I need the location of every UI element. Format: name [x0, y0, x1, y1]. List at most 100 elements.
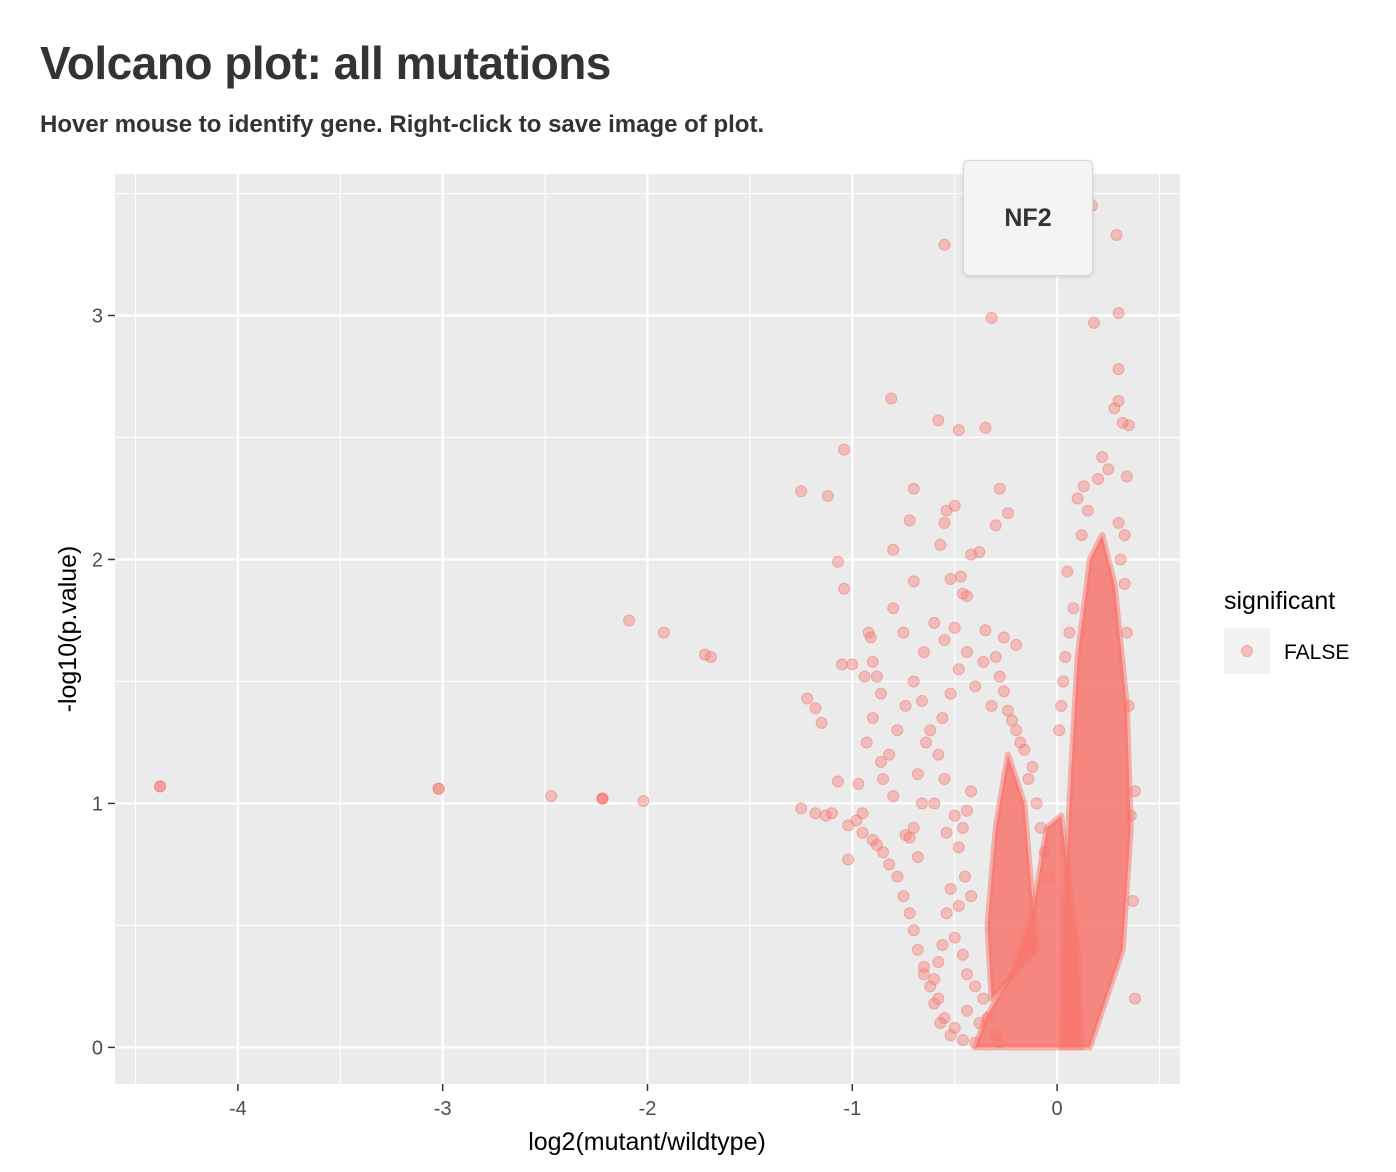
data-point[interactable]: [1075, 529, 1088, 542]
data-point[interactable]: [940, 907, 953, 920]
data-point[interactable]: [940, 826, 953, 839]
data-point[interactable]: [1010, 638, 1023, 651]
data-point[interactable]: [1114, 553, 1127, 566]
data-point[interactable]: [856, 807, 869, 820]
data-point[interactable]: [1108, 402, 1121, 415]
data-point[interactable]: [936, 938, 949, 951]
data-point[interactable]: [928, 797, 941, 810]
data-point[interactable]: [944, 1029, 957, 1042]
data-point[interactable]: [948, 809, 961, 822]
data-point[interactable]: [956, 587, 969, 600]
data-point[interactable]: [940, 504, 953, 517]
data-point[interactable]: [809, 702, 822, 715]
data-point[interactable]: [1112, 307, 1125, 320]
data-point[interactable]: [1092, 472, 1105, 485]
data-point[interactable]: [856, 826, 869, 839]
data-point[interactable]: [979, 624, 992, 637]
data-point[interactable]: [928, 973, 941, 986]
data-point[interactable]: [825, 807, 838, 820]
data-point[interactable]: [948, 621, 961, 634]
data-point[interactable]: [846, 658, 859, 671]
data-point[interactable]: [997, 631, 1010, 644]
data-point[interactable]: [887, 602, 900, 615]
data-point[interactable]: [956, 1034, 969, 1047]
data-point[interactable]: [979, 421, 992, 434]
data-point[interactable]: [1053, 724, 1066, 737]
data-point[interactable]: [815, 716, 828, 729]
data-point[interactable]: [1018, 743, 1031, 756]
data-point[interactable]: [1063, 626, 1076, 639]
data-point[interactable]: [952, 841, 965, 854]
data-point[interactable]: [993, 670, 1006, 683]
data-point[interactable]: [887, 543, 900, 556]
data-point[interactable]: [911, 768, 924, 781]
data-point[interactable]: [1120, 470, 1133, 483]
data-point[interactable]: [917, 968, 930, 981]
data-point[interactable]: [928, 616, 941, 629]
data-point[interactable]: [1030, 797, 1043, 810]
data-point[interactable]: [1026, 760, 1039, 773]
data-point[interactable]: [885, 392, 898, 405]
data-point[interactable]: [961, 646, 973, 659]
data-point[interactable]: [897, 890, 910, 903]
data-point[interactable]: [977, 655, 990, 668]
data-point[interactable]: [1120, 626, 1133, 639]
data-point[interactable]: [1067, 602, 1080, 615]
data-point[interactable]: [969, 980, 982, 993]
data-point[interactable]: [831, 775, 844, 788]
data-point[interactable]: [1059, 651, 1072, 664]
data-point[interactable]: [1110, 228, 1123, 241]
data-point[interactable]: [936, 712, 949, 725]
data-point[interactable]: [704, 651, 717, 664]
data-point[interactable]: [1057, 675, 1070, 688]
data-point[interactable]: [1022, 773, 1035, 786]
data-point[interactable]: [874, 755, 887, 768]
data-point[interactable]: [938, 633, 951, 646]
data-point[interactable]: [934, 538, 947, 551]
data-point[interactable]: [952, 663, 965, 676]
data-point[interactable]: [1116, 416, 1129, 429]
data-point[interactable]: [1006, 714, 1019, 727]
data-point[interactable]: [698, 648, 711, 661]
data-point[interactable]: [831, 555, 844, 568]
data-point[interactable]: [819, 809, 832, 822]
data-point[interactable]: [1112, 363, 1125, 376]
data-point[interactable]: [954, 570, 967, 583]
data-point[interactable]: [965, 890, 978, 903]
data-point[interactable]: [932, 956, 945, 969]
data-point[interactable]: [989, 519, 1002, 532]
data-point[interactable]: [903, 907, 916, 920]
data-point[interactable]: [997, 685, 1010, 698]
data-point[interactable]: [948, 1021, 961, 1034]
data-point[interactable]: [870, 670, 883, 683]
data-point[interactable]: [938, 516, 951, 529]
data-point[interactable]: [948, 931, 961, 944]
data-point[interactable]: [911, 943, 924, 956]
data-point[interactable]: [883, 858, 896, 871]
data-point[interactable]: [1122, 419, 1135, 432]
data-point[interactable]: [657, 626, 670, 639]
data-point[interactable]: [1055, 699, 1068, 712]
data-point[interactable]: [838, 582, 851, 595]
data-point[interactable]: [1118, 529, 1131, 542]
data-point[interactable]: [907, 821, 920, 834]
data-point[interactable]: [891, 870, 904, 883]
data-point[interactable]: [932, 748, 945, 761]
data-point[interactable]: [920, 736, 933, 749]
data-point[interactable]: [956, 948, 969, 961]
data-point[interactable]: [952, 899, 965, 912]
data-point[interactable]: [985, 699, 998, 712]
data-point[interactable]: [1112, 516, 1125, 529]
data-point[interactable]: [915, 797, 928, 810]
data-point[interactable]: [911, 851, 924, 864]
data-point[interactable]: [989, 651, 1002, 664]
data-point[interactable]: [877, 773, 890, 786]
data-point[interactable]: [924, 980, 937, 993]
data-point[interactable]: [866, 655, 879, 668]
data-point[interactable]: [897, 626, 910, 639]
data-point[interactable]: [1128, 992, 1141, 1005]
data-point[interactable]: [1087, 316, 1100, 329]
data-point[interactable]: [907, 675, 920, 688]
data-point[interactable]: [969, 680, 982, 693]
data-point[interactable]: [801, 692, 814, 705]
